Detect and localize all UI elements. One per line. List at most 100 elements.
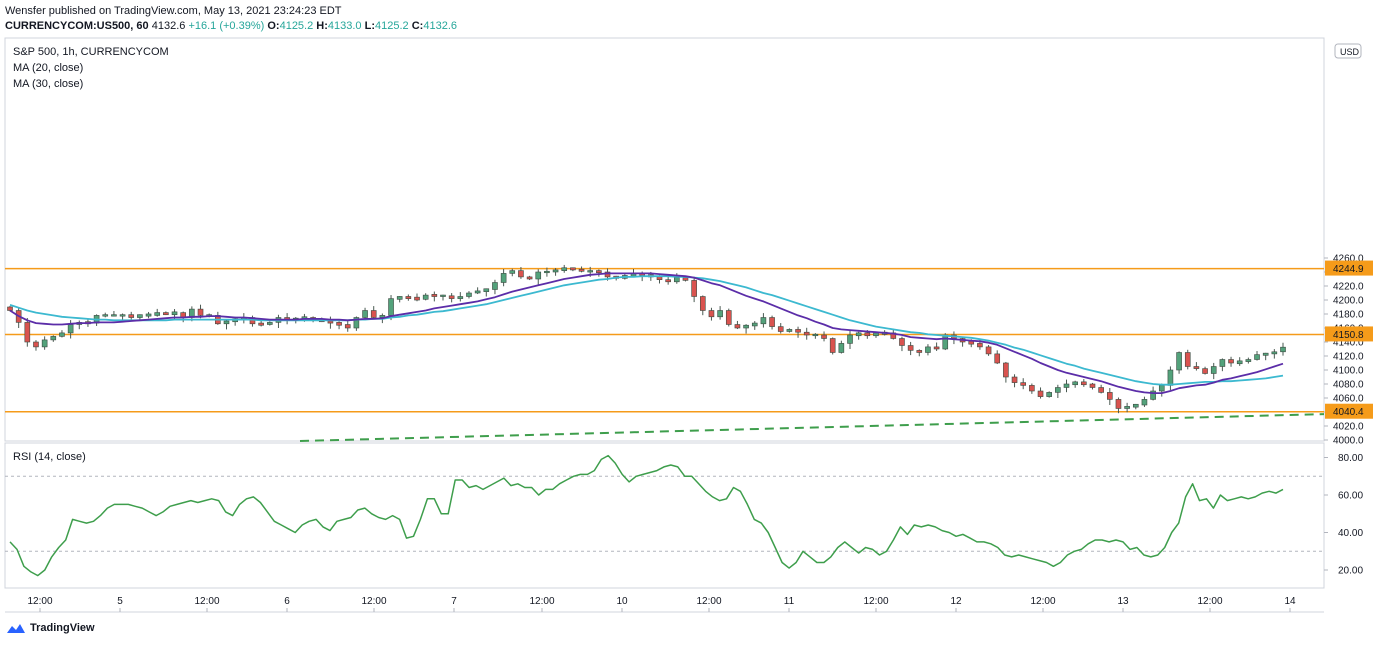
candle-body [1167, 369, 1174, 386]
candle-body [751, 322, 758, 327]
high-label: H: [316, 20, 328, 32]
candle-body [1245, 359, 1252, 362]
y-tick-label: 4080.0 [1333, 380, 1364, 391]
price-label-box [1325, 326, 1373, 342]
candle-body [1037, 390, 1044, 397]
candle-body [570, 267, 576, 271]
candle-body [414, 296, 420, 301]
candle-body [466, 292, 472, 297]
brand-name: TradingView [30, 622, 95, 634]
rsi-tick-label: 20.00 [1338, 566, 1363, 577]
candle-body [795, 329, 801, 333]
candle-body [1029, 385, 1035, 392]
candle-body [102, 314, 109, 317]
candle-body [1236, 360, 1243, 365]
candle-body [1081, 381, 1087, 386]
y-tick-label: 4260.0 [1333, 254, 1364, 265]
tradingview-brand[interactable]: TradingView [6, 622, 95, 634]
y-tick-label: 4060.0 [1333, 394, 1364, 405]
price-change: +16.1 (+0.39%) [188, 20, 265, 32]
open-label: O: [267, 20, 280, 32]
high-value: 4133.0 [327, 20, 362, 32]
price-label-text: 4040.4 [1333, 407, 1364, 418]
candle-body [596, 270, 602, 274]
publish-info: Wensfer published on TradingView.com, Ma… [5, 5, 342, 17]
candle-body [769, 317, 775, 327]
x-tick-label: 13 [1117, 596, 1129, 607]
legend-rsi[interactable]: RSI (14, close) [13, 451, 86, 463]
currency-label: USD [1340, 47, 1360, 57]
candle-body [1098, 387, 1104, 393]
candle-body [1193, 366, 1200, 369]
candle-body [1262, 352, 1269, 356]
rsi-tick-label: 60.00 [1338, 491, 1363, 502]
candle-body [526, 276, 533, 280]
price-label-text: 4244.9 [1333, 264, 1364, 275]
candle-body [1184, 352, 1191, 367]
candle-body [67, 324, 74, 334]
main-pane-frame [4, 37, 1325, 442]
candle-body [786, 329, 793, 332]
symbol-name[interactable]: CURRENCYCOM:US500, 60 [5, 20, 149, 32]
x-tick-label: 12:00 [27, 596, 52, 607]
x-tick-label: 12:00 [863, 596, 888, 607]
candle-body [145, 313, 152, 317]
candle-body [362, 310, 368, 318]
candle-body [977, 343, 983, 348]
candle-body [24, 322, 31, 343]
candle-body [388, 298, 394, 316]
candle-body [344, 324, 351, 329]
candle-body [674, 277, 680, 283]
candle-body [171, 311, 178, 316]
candle-body [665, 279, 671, 283]
candle-body [682, 277, 689, 281]
candle-body [1210, 366, 1217, 374]
candle-body [1115, 399, 1122, 409]
candle-body [128, 314, 135, 318]
candle-body [1107, 392, 1113, 400]
x-tick-label: 12:00 [1197, 596, 1222, 607]
candle-body [942, 334, 949, 350]
candle-body [448, 295, 455, 299]
y-tick-label: 4200.0 [1333, 296, 1364, 307]
rsi-tick-label: 40.00 [1338, 528, 1363, 539]
candle-body [223, 320, 230, 325]
x-tick-label: 12:00 [696, 596, 721, 607]
candle-body [708, 310, 715, 318]
legend-main[interactable]: S&P 500, 1h, CURRENCYCOM [13, 46, 169, 58]
candle-body [492, 282, 498, 290]
symbol-info-line: CURRENCYCOM:US500, 60 4132.6 +16.1 (+0.3… [5, 20, 457, 32]
x-tick-label: 14 [1284, 596, 1296, 607]
candle-body [916, 350, 923, 353]
candle-body [699, 296, 706, 311]
x-tick-label: 6 [284, 596, 290, 607]
candle-body [578, 268, 585, 272]
candle-body [838, 343, 845, 353]
y-tick-label: 4140.0 [1333, 338, 1364, 349]
legend-ma20[interactable]: MA (20, close) [13, 62, 84, 74]
close-label: C: [411, 20, 424, 32]
x-tick-label: 11 [784, 596, 795, 607]
rsi-tick-label: 80.00 [1338, 453, 1363, 464]
y-tick-label: 4100.0 [1333, 366, 1364, 377]
x-tick-label: 5 [117, 596, 123, 607]
candle-body [41, 339, 48, 348]
candle-body [1254, 354, 1260, 360]
candle-body [1158, 385, 1165, 392]
legend-ma30[interactable]: MA (30, close) [13, 78, 84, 90]
candle-body [1202, 368, 1208, 374]
candle-body [457, 296, 464, 299]
candle-body [111, 314, 117, 317]
candle-body [258, 322, 264, 326]
tradingview-logo-icon [7, 623, 25, 633]
open-value: 4125.2 [279, 20, 314, 32]
candle-body [743, 324, 749, 329]
candle-body [266, 322, 273, 325]
rsi-pane-frame [4, 442, 1325, 589]
candle-body [1219, 359, 1226, 367]
candle-body [59, 332, 65, 337]
candle-body [812, 333, 819, 337]
candle-body [396, 296, 403, 300]
candle-body [552, 269, 559, 273]
